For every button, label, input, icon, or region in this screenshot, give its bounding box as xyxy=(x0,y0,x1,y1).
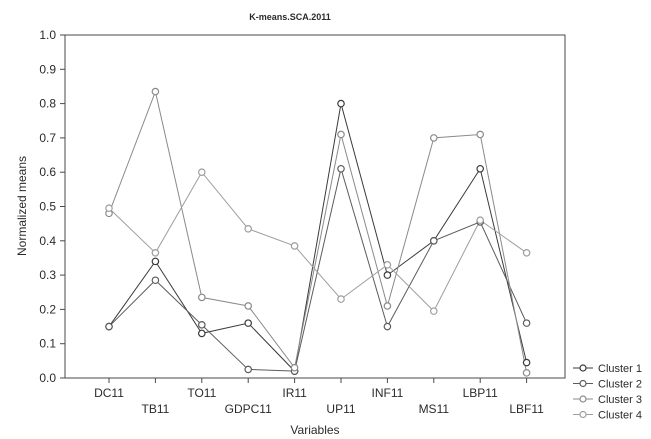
y-tick-label: 0.2 xyxy=(39,302,56,316)
x-tick-label: TO11 xyxy=(187,386,216,400)
legend-marker xyxy=(579,410,587,419)
y-axis-label: Normalized means xyxy=(15,156,29,256)
data-point xyxy=(198,168,206,177)
legend-label: Cluster 1 xyxy=(598,363,642,375)
y-tick-label: 0.4 xyxy=(39,234,56,248)
data-point xyxy=(429,134,438,142)
x-axis-label: Variables xyxy=(290,423,339,437)
data-point xyxy=(105,322,113,331)
series-line xyxy=(108,103,528,373)
x-tick-label: DC11 xyxy=(94,386,124,400)
data-point xyxy=(522,369,531,377)
legend-marker xyxy=(579,395,587,403)
chart-title: K-means.SCA.2011 xyxy=(249,12,331,22)
data-point xyxy=(198,293,206,302)
y-tick-label: 0.1 xyxy=(39,337,56,351)
data-point xyxy=(151,249,160,257)
data-point xyxy=(244,224,253,233)
data-point xyxy=(383,322,392,331)
series-lines xyxy=(108,89,528,373)
x-tick-label: INF11 xyxy=(372,386,404,400)
data-point xyxy=(337,130,345,139)
legend: Cluster 1 Cluster 2 Cluster 3 Cluster 4 xyxy=(573,363,642,422)
data-point xyxy=(151,87,160,96)
data-point xyxy=(290,363,299,372)
x-tick-label: GDPC11 xyxy=(225,402,272,416)
data-point xyxy=(290,242,299,250)
data-point xyxy=(429,307,438,315)
y-tick-label: 0.6 xyxy=(39,165,56,179)
x-tick-label: TB11 xyxy=(142,402,170,416)
data-point xyxy=(151,257,160,266)
x-tick-label: MS11 xyxy=(419,402,450,416)
data-point xyxy=(476,216,485,225)
y-tick-label: 1.0 xyxy=(39,28,56,42)
data-point xyxy=(383,261,392,269)
x-tick-label: UP11 xyxy=(326,402,355,416)
data-point xyxy=(476,164,485,173)
data-point xyxy=(151,276,160,285)
data-point xyxy=(476,130,485,139)
legend-label: Cluster 4 xyxy=(598,410,642,422)
data-point xyxy=(337,295,345,303)
data-point xyxy=(522,319,531,327)
x-tick-label: IR11 xyxy=(282,386,307,400)
data-point xyxy=(383,302,392,310)
y-tick-label: 0.3 xyxy=(39,268,56,282)
data-point xyxy=(244,302,253,310)
series-line xyxy=(108,171,527,312)
series-line xyxy=(108,89,528,373)
y-tick-label: 0.5 xyxy=(39,200,56,214)
legend-label: Cluster 2 xyxy=(598,379,642,391)
x-tick-label: LBP11 xyxy=(463,386,498,400)
legend-marker xyxy=(579,379,587,388)
y-axis: 0.0 0.1 0.2 0.3 0.4 0.5 0.6 0.7 0.8 0.9 1.0 xyxy=(39,28,65,385)
series-points xyxy=(105,87,531,377)
x-axis: DC11 TB11 TO11 GDPC11 IR11 UP11 INF11 MS11 LBP11… xyxy=(94,378,544,416)
y-tick-label: 0.0 xyxy=(39,371,56,385)
data-point xyxy=(337,99,345,108)
y-tick-label: 0.9 xyxy=(39,62,56,76)
legend-marker xyxy=(579,364,587,372)
series-line xyxy=(108,166,528,372)
data-point xyxy=(198,329,206,338)
plot-frame xyxy=(64,34,566,379)
data-point xyxy=(522,249,531,257)
x-tick-label: LBF11 xyxy=(509,402,544,416)
data-point xyxy=(244,365,253,374)
y-tick-label: 0.7 xyxy=(39,131,56,145)
data-point xyxy=(522,358,531,367)
data-point xyxy=(105,204,113,213)
data-point xyxy=(383,271,392,279)
data-point xyxy=(198,321,206,329)
legend-label: Cluster 3 xyxy=(598,394,642,406)
y-tick-label: 0.8 xyxy=(39,97,56,111)
data-point xyxy=(337,164,345,173)
data-point xyxy=(429,237,438,245)
data-point xyxy=(244,319,253,327)
